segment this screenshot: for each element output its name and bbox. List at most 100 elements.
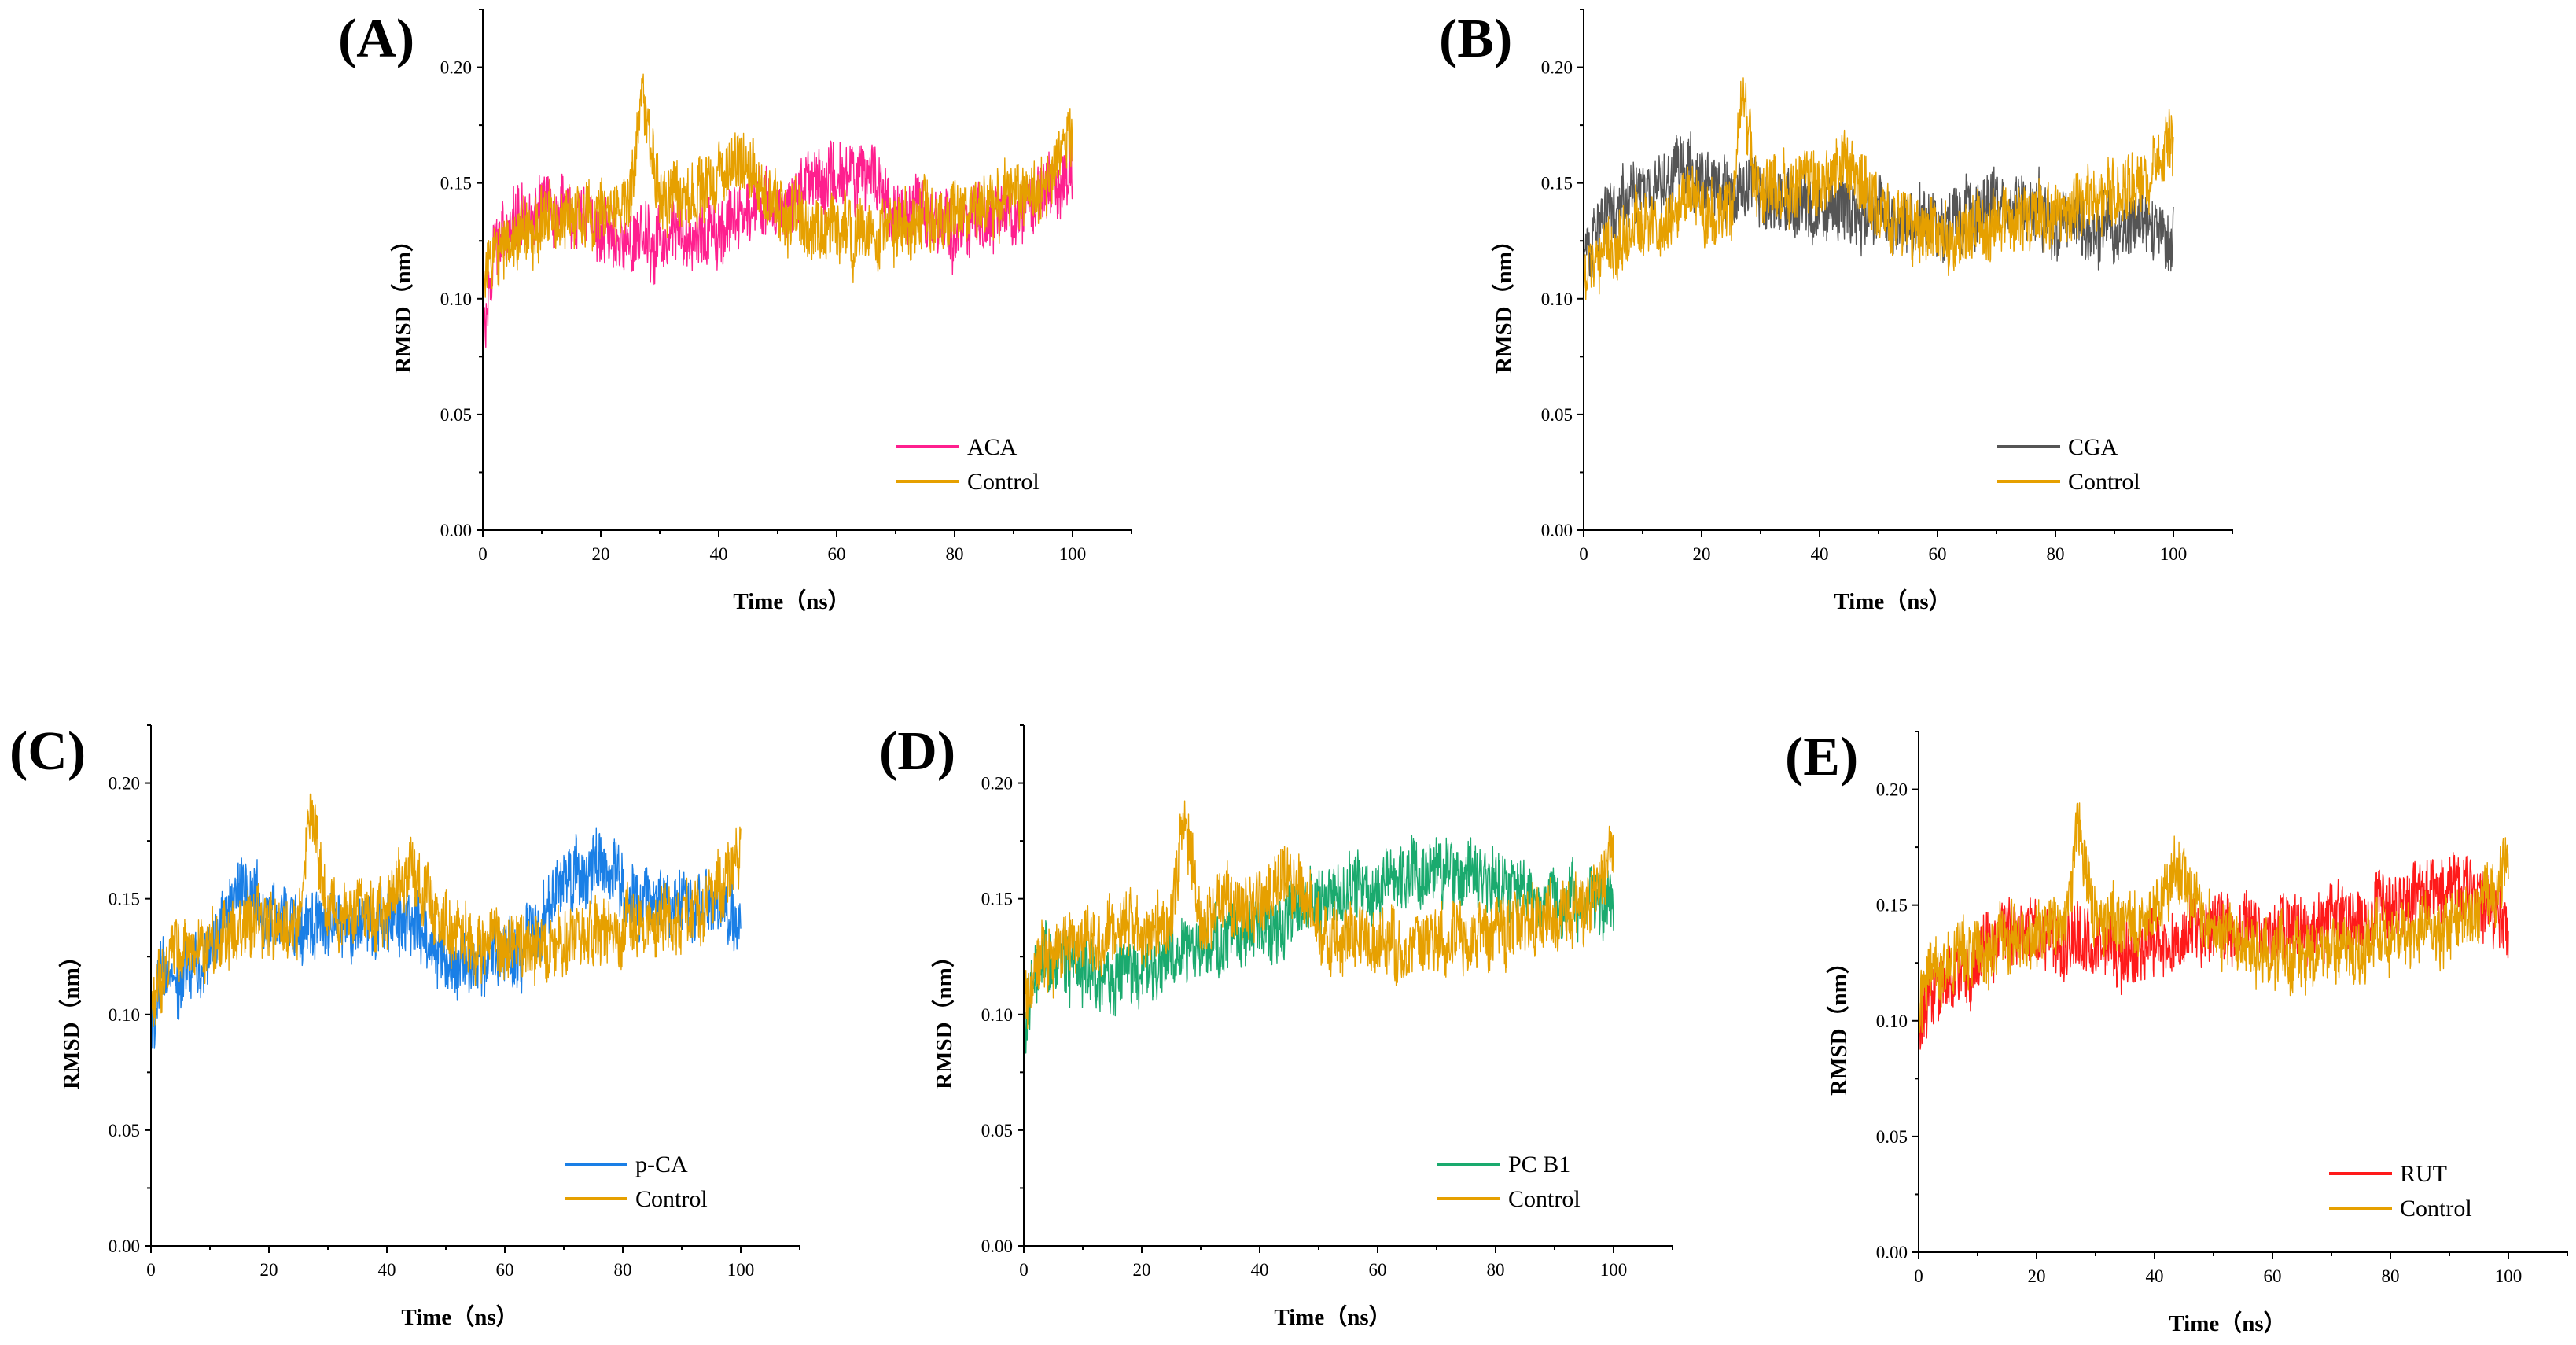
x-tick-label: 40	[1811, 544, 1829, 564]
x-tick-label: 0	[1914, 1266, 1923, 1286]
x-tick-label: 60	[1929, 544, 1947, 564]
y-tick-label: 0.05	[981, 1121, 1013, 1140]
panel-label: (C)	[9, 721, 86, 782]
panel-label: (A)	[338, 9, 414, 69]
chart-panel-4: (D) 0.00 0.05 0.10 0.15 0.20 0 20 40 60 80 100 Time（…	[879, 721, 1673, 1330]
y-tick-label: 0.00	[981, 1236, 1013, 1256]
legend-label: CGA	[2068, 434, 2118, 460]
y-axis-title: RMSD（nm）	[1491, 229, 1517, 374]
chart-panel-1: (A) 0.00 0.05 0.10 0.15 0.20 0 20 40 60 80 100 Time（…	[338, 9, 1132, 614]
x-tick-label: 20	[1693, 544, 1711, 564]
legend-label: PC B1	[1508, 1152, 1570, 1177]
legend-label: RUT	[2400, 1161, 2447, 1187]
y-tick-label: 0.10	[1541, 289, 1573, 309]
legend: p-CA Control	[565, 1152, 708, 1212]
x-tick-label: 100	[1600, 1260, 1628, 1280]
chart-panel-5: (E) 0.00 0.05 0.10 0.15 0.20 0 20 40 60 80 100 Time（…	[1785, 727, 2568, 1336]
legend-label: Control	[2400, 1196, 2472, 1222]
series-group	[1583, 77, 2174, 300]
x-tick-label: 100	[727, 1260, 755, 1280]
y-axis-title: RMSD（nm）	[390, 229, 416, 374]
panel-label: (E)	[1785, 727, 1858, 787]
series-line-control	[1023, 800, 1614, 1030]
y-tick-label: 0.20	[109, 774, 140, 794]
x-tick-label: 60	[2264, 1266, 2282, 1286]
x-tick-label: 100	[2160, 544, 2188, 564]
legend-label: p-CA	[635, 1152, 688, 1177]
x-tick-label: 80	[946, 544, 964, 564]
series-line-control	[1918, 802, 2509, 1034]
x-tick-label: 100	[1059, 544, 1087, 564]
y-tick-label: 0.05	[1876, 1127, 1908, 1147]
x-tick-label: 20	[592, 544, 610, 564]
x-tick-label: 0	[1019, 1260, 1029, 1280]
y-axis-title: RMSD（nm）	[931, 945, 957, 1089]
x-tick-label: 80	[2382, 1266, 2400, 1286]
y-tick-label: 0.15	[1541, 174, 1573, 193]
x-tick-label: 20	[2028, 1266, 2046, 1286]
y-tick-label: 0.00	[109, 1236, 140, 1256]
x-tick-label: 40	[1251, 1260, 1269, 1280]
series-group	[1918, 802, 2509, 1050]
x-tick-label: 60	[1369, 1260, 1387, 1280]
x-tick-label: 0	[478, 544, 488, 564]
x-tick-label: 80	[614, 1260, 632, 1280]
y-axis-title: RMSD（nm）	[58, 945, 84, 1089]
panel-label: (B)	[1439, 9, 1512, 69]
legend-label: Control	[1508, 1186, 1581, 1212]
y-tick-label: 0.05	[1541, 405, 1573, 425]
x-tick-label: 60	[496, 1260, 514, 1280]
x-tick-label: 80	[2047, 544, 2065, 564]
x-axis-title: Time（ns）	[2169, 1310, 2286, 1336]
x-tick-label: 40	[710, 544, 728, 564]
y-tick-label: 0.10	[440, 289, 472, 309]
legend-label: Control	[635, 1186, 708, 1212]
legend-label: Control	[2068, 469, 2140, 495]
series-group	[482, 73, 1073, 356]
series-group	[1023, 800, 1614, 1057]
series-line-rut	[1918, 852, 2509, 1050]
x-axis-title: Time（ns）	[401, 1304, 518, 1330]
y-tick-label: 0.05	[109, 1121, 140, 1140]
x-tick-label: 60	[828, 544, 846, 564]
y-tick-label: 0.10	[109, 1005, 140, 1025]
legend: PC B1 Control	[1437, 1152, 1581, 1212]
x-tick-label: 0	[146, 1260, 156, 1280]
y-tick-label: 0.00	[1876, 1243, 1908, 1262]
y-axis-title: RMSD（nm）	[1826, 951, 1852, 1096]
series-group	[150, 793, 742, 1049]
chart-panel-3: (C) 0.00 0.05 0.10 0.15 0.20 0 20 40 60 80 100 Time（…	[9, 721, 800, 1330]
legend: RUT Control	[2329, 1161, 2472, 1222]
x-tick-label: 20	[1133, 1260, 1151, 1280]
series-line-control	[150, 793, 742, 1027]
y-tick-label: 0.20	[981, 774, 1013, 794]
y-tick-label: 0.15	[981, 890, 1013, 909]
series-line-control	[1583, 77, 2174, 300]
x-tick-label: 40	[2146, 1266, 2164, 1286]
y-tick-label: 0.00	[1541, 521, 1573, 540]
y-tick-label: 0.05	[440, 405, 472, 425]
panel-label: (D)	[879, 721, 955, 782]
legend: CGA Control	[1997, 434, 2140, 495]
x-tick-label: 80	[1487, 1260, 1505, 1280]
x-tick-label: 20	[260, 1260, 278, 1280]
legend-label: Control	[967, 469, 1040, 495]
legend: ACA Control	[896, 434, 1040, 495]
x-tick-label: 0	[1579, 544, 1588, 564]
chart-panel-2: (B) 0.00 0.05 0.10 0.15 0.20 0 20 40 60 80 100 Time（…	[1439, 9, 2233, 614]
series-line-control	[482, 73, 1073, 298]
x-tick-label: 40	[378, 1260, 396, 1280]
x-axis-title: Time（ns）	[733, 588, 850, 614]
x-axis-title: Time（ns）	[1274, 1304, 1391, 1330]
legend-label: ACA	[967, 434, 1018, 460]
y-tick-label: 0.00	[440, 521, 472, 540]
y-tick-label: 0.10	[981, 1005, 1013, 1025]
x-tick-label: 100	[2495, 1266, 2523, 1286]
y-tick-label: 0.10	[1876, 1012, 1908, 1031]
x-axis-title: Time（ns）	[1834, 588, 1951, 614]
y-tick-label: 0.20	[440, 58, 472, 78]
y-tick-label: 0.15	[1876, 896, 1908, 916]
y-tick-label: 0.20	[1541, 58, 1573, 78]
